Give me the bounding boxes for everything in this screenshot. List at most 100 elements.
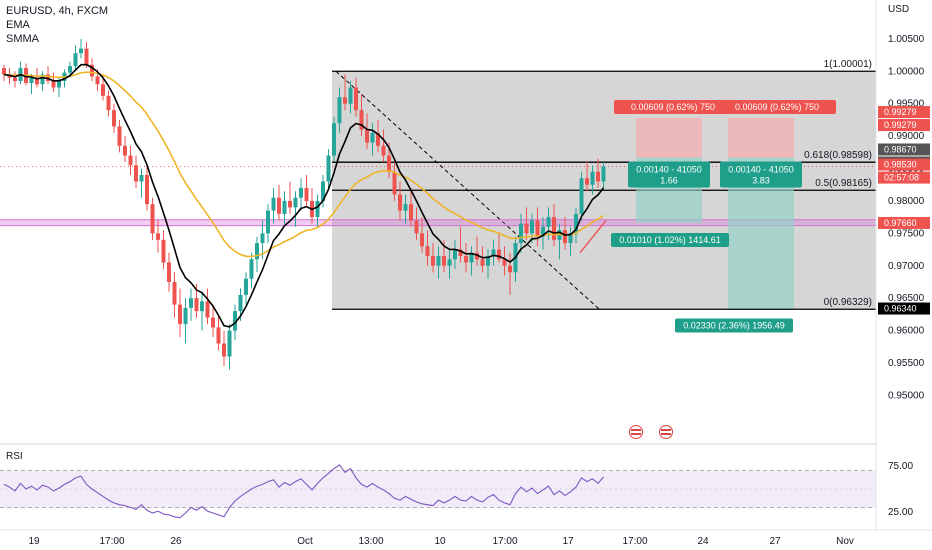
candle-body	[216, 327, 221, 344]
price-badge-text: 02:57:08	[884, 173, 919, 183]
position-risk-text: 0.00609 (0.62%) 750	[631, 102, 715, 112]
candle-body	[425, 246, 430, 257]
trend-segment	[579, 219, 607, 254]
rsi-label[interactable]: RSI	[6, 451, 23, 462]
candle-body	[95, 76, 100, 85]
candle-body	[585, 178, 589, 185]
stop-loss-zone	[636, 118, 702, 158]
candle-body	[458, 249, 463, 257]
symbol-label[interactable]: EURUSD, 4h, FXCM	[6, 5, 109, 17]
price-badge	[878, 171, 930, 184]
candle-body	[365, 129, 369, 143]
candle-body	[552, 217, 556, 240]
candle-body	[183, 307, 188, 325]
position-info-badge	[628, 161, 710, 188]
time-tick-label: 17:00	[622, 536, 647, 547]
candle-body	[205, 301, 210, 318]
candle-body	[530, 220, 534, 234]
candle-body	[299, 187, 303, 198]
time-tick-label: 26	[170, 536, 182, 547]
us-flag-stripe	[631, 433, 641, 435]
candle-body	[381, 145, 386, 156]
price-badge	[878, 106, 930, 119]
candle-body	[579, 178, 584, 214]
candle-body	[29, 77, 34, 83]
candle-body	[90, 64, 94, 77]
candle-body	[370, 132, 375, 143]
candle-body	[359, 110, 364, 130]
economic-events[interactable]	[629, 425, 673, 439]
price-tick-label: 0.95500	[888, 358, 925, 369]
rsi-line	[3, 464, 604, 519]
price-tick-label: 0.95000	[888, 390, 925, 401]
candle-body	[2, 68, 6, 75]
candle-body	[211, 317, 215, 328]
candle-body	[414, 220, 419, 234]
candle-body	[436, 256, 441, 266]
position-reward-text: 0.01010 (1.02%) 1414.61	[619, 235, 721, 245]
candle-body	[271, 197, 276, 211]
fib-level-label: 1(1.00001)	[824, 59, 872, 70]
fib-trend-line	[335, 70, 601, 311]
candle-body	[535, 220, 540, 237]
candle-body	[403, 204, 408, 211]
candle-body	[13, 77, 17, 82]
ema-label[interactable]: EMA	[6, 19, 30, 31]
stop-loss-zone	[728, 118, 794, 158]
candle-body	[508, 265, 512, 273]
us-flag-stripe	[661, 429, 671, 431]
candle-body	[491, 249, 496, 257]
candle-body	[326, 155, 331, 182]
time-tick-label: 13:00	[358, 536, 383, 547]
rsi-tick-label: 25.00	[888, 507, 913, 518]
price-axis[interactable]: 1.005001.000000.995000.990000.985000.980…	[0, 0, 932, 531]
candle-body	[123, 145, 127, 156]
candle-body	[398, 194, 402, 211]
candle-body	[497, 249, 501, 260]
candle-body	[101, 84, 105, 96]
candle-body	[277, 197, 281, 214]
candle-body	[524, 223, 529, 234]
smma-label[interactable]: SMMA	[6, 33, 39, 45]
ema-line	[3, 63, 605, 328]
candle-body	[249, 259, 254, 279]
price-badge	[878, 143, 930, 156]
candle-body	[282, 200, 287, 214]
candle-body	[161, 239, 166, 263]
candle-body	[568, 233, 573, 244]
candle-body	[519, 223, 523, 244]
position-risk-badge	[718, 100, 836, 115]
candle-body	[304, 187, 309, 201]
candle-body	[178, 304, 182, 325]
candle-body	[128, 155, 133, 166]
candle-body	[546, 217, 551, 227]
price-badge-text: 0.97660	[884, 218, 917, 228]
candle-body	[293, 197, 298, 208]
candle-body	[321, 181, 325, 201]
price-tick-label: 0.99500	[888, 99, 925, 110]
smma-line	[3, 71, 604, 258]
price-badge-text: 0.99279	[884, 107, 917, 117]
candle-body	[541, 226, 545, 237]
us-flag-icon	[659, 425, 673, 439]
rsi-pane: 75.00 25.00	[0, 461, 913, 519]
candle-body	[376, 132, 380, 146]
candle-body	[601, 166, 606, 182]
candle-body	[574, 213, 578, 234]
position-ratio-text: 3.83	[752, 176, 770, 186]
rsi-tick-label: 75.00	[888, 461, 913, 472]
trendline[interactable]	[579, 219, 607, 254]
candle-body	[117, 126, 122, 146]
candle-body	[464, 256, 468, 263]
candle-body	[431, 256, 435, 266]
candle-body	[315, 200, 320, 218]
position-reward-badge	[675, 318, 793, 333]
candle-body	[288, 200, 292, 208]
zone-band	[0, 219, 876, 226]
time-axis[interactable]: 19 17:00 26 Oct 13:00 10 17:00 17 17:00 24 27 Nov	[28, 536, 853, 547]
price-tick-label: 1.00500	[888, 34, 925, 45]
candle-body	[233, 311, 237, 331]
candle-body	[79, 48, 83, 54]
candle-body	[486, 256, 490, 266]
